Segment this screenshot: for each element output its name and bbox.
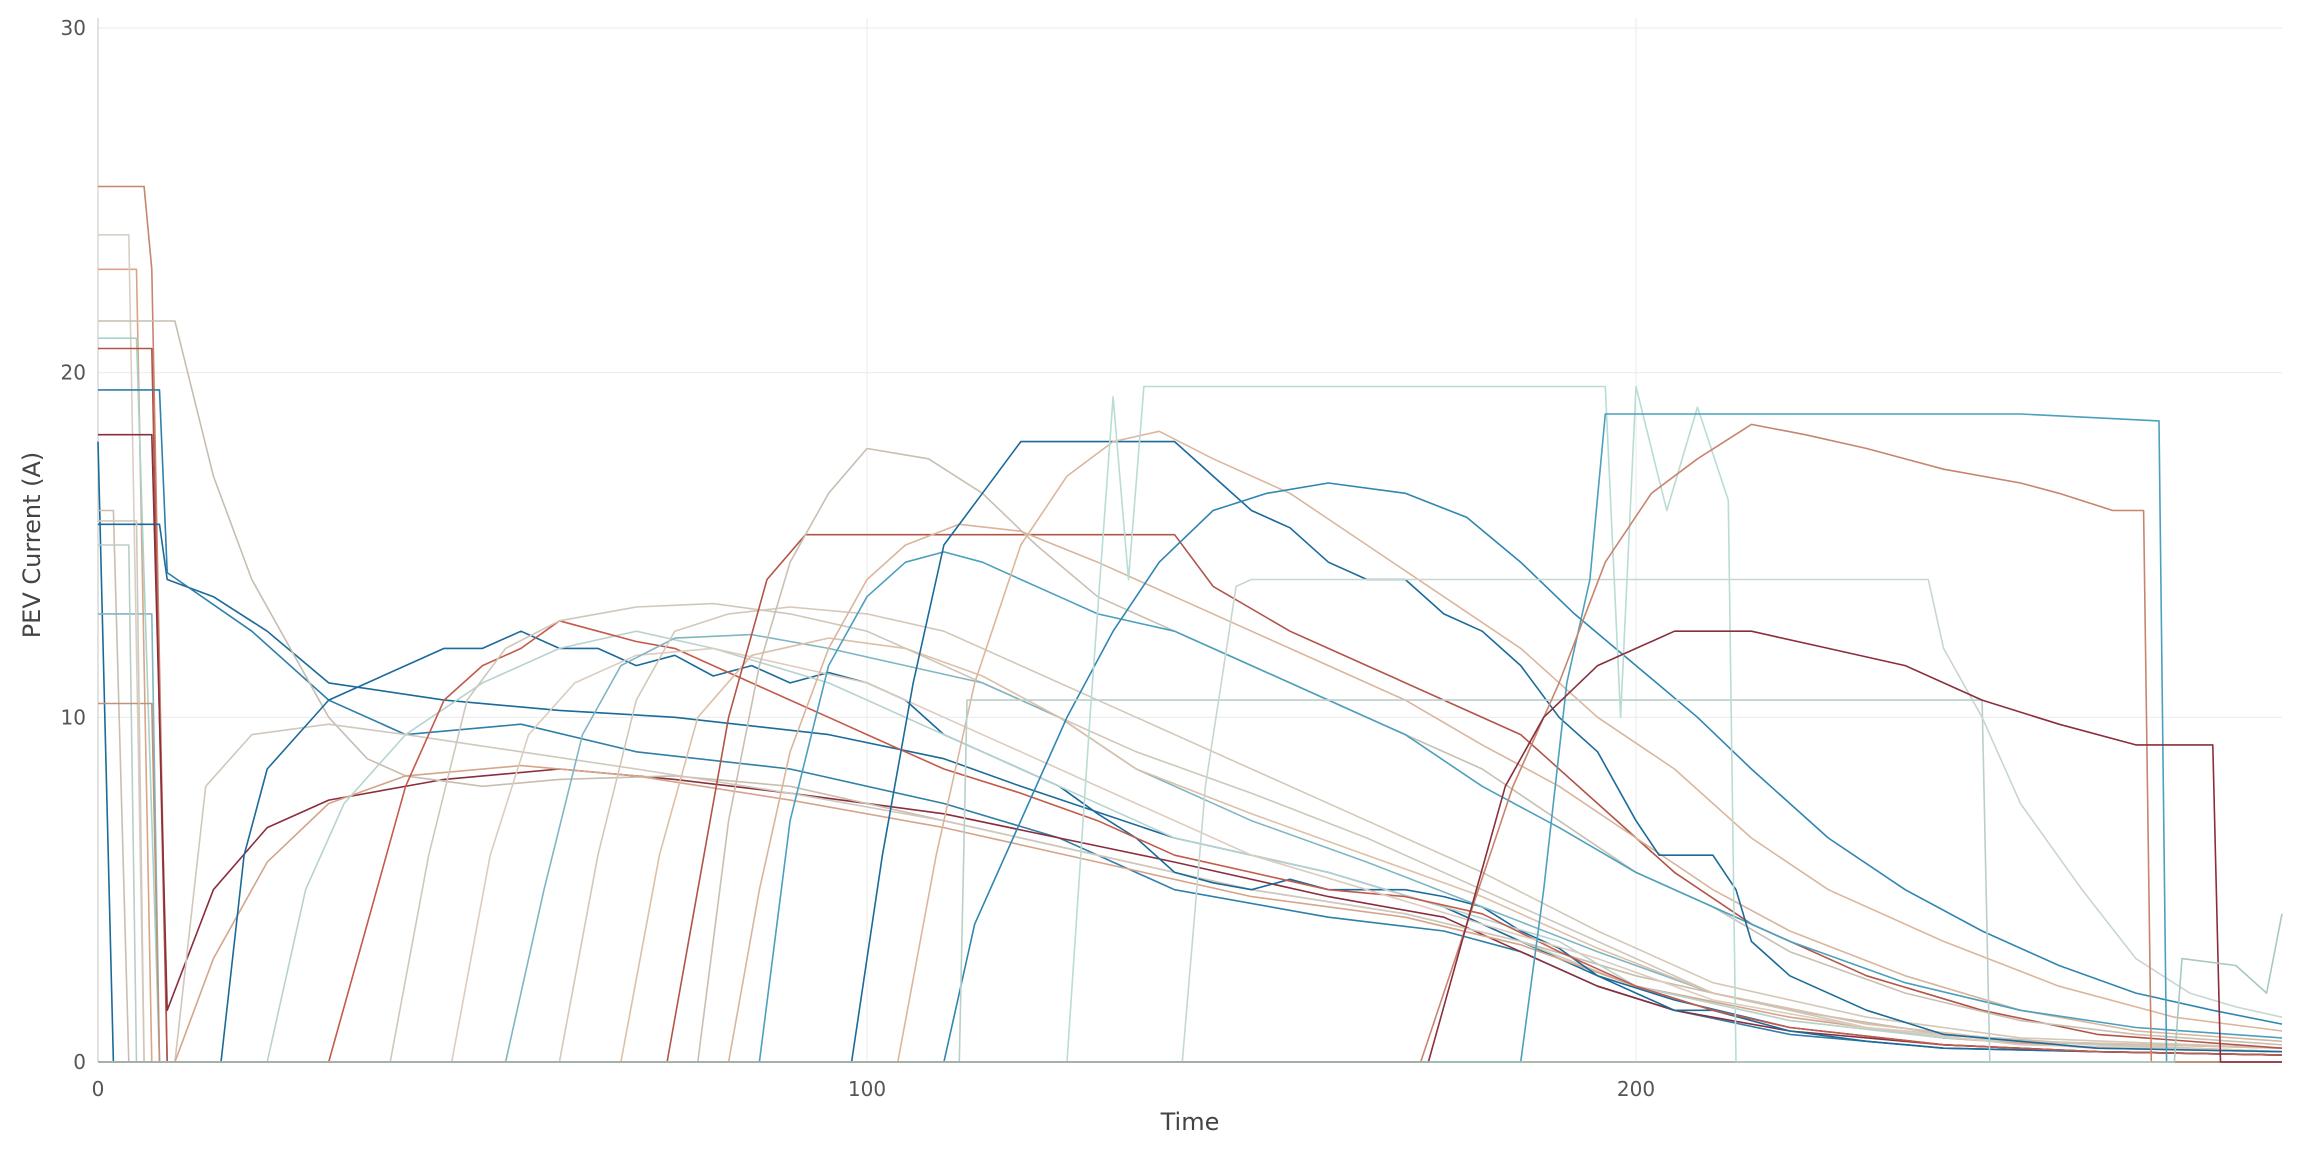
series-line-31 <box>98 482 2283 1063</box>
series-line-24 <box>98 637 2283 1063</box>
series-line-14 <box>98 320 2283 1053</box>
y-tick-label: 20 <box>61 361 86 385</box>
series-line-19 <box>98 620 2283 1063</box>
series-line-17 <box>98 630 2283 1063</box>
series-line-35 <box>98 413 2282 1063</box>
series-line-6 <box>98 544 2282 1063</box>
series-line-21 <box>98 647 2283 1063</box>
series-line-25 <box>98 533 2283 1063</box>
y-tick-label: 10 <box>61 705 86 729</box>
series-line-3 <box>98 268 2282 1063</box>
series-line-5 <box>98 234 2282 1063</box>
series-line-32 <box>98 699 2282 1063</box>
x-tick-label: 0 <box>92 1077 105 1101</box>
y-tick-label: 30 <box>61 16 86 40</box>
series-line-29 <box>98 440 2283 1063</box>
series-line-23 <box>98 606 2283 1063</box>
series-line-11 <box>98 523 2283 1056</box>
y-tick-label: 0 <box>73 1050 86 1074</box>
series-line-15 <box>98 520 2283 1063</box>
series-line-28 <box>98 551 2283 1063</box>
series-line-16 <box>98 764 2283 1063</box>
series-line-27 <box>98 523 2283 1063</box>
chart-tick-labels: 0 10 20 30 0 100 200 <box>61 16 1656 1101</box>
series-line-18 <box>98 630 2283 1063</box>
series-line-38 <box>98 913 2283 1063</box>
series-line-37 <box>98 630 2282 1063</box>
x-axis-title: Time <box>1160 1108 1220 1136</box>
series-line-13 <box>98 433 2283 1056</box>
chart-grid <box>97 18 2282 1063</box>
series-line-22 <box>98 633 2283 1063</box>
series-line-12 <box>98 389 2283 1056</box>
x-tick-label: 100 <box>848 1077 886 1101</box>
x-tick-label: 200 <box>1617 1077 1655 1101</box>
y-axis-title: PEV Current (A) <box>18 452 46 639</box>
series-line-34 <box>98 578 2283 1063</box>
series-line-30 <box>98 430 2283 1063</box>
series-line-36 <box>98 423 2282 1063</box>
series-line-8 <box>98 185 2282 1063</box>
chart-series <box>97 185 2283 1063</box>
chart-axes <box>97 18 2282 1063</box>
series-line-20 <box>98 602 2283 1063</box>
